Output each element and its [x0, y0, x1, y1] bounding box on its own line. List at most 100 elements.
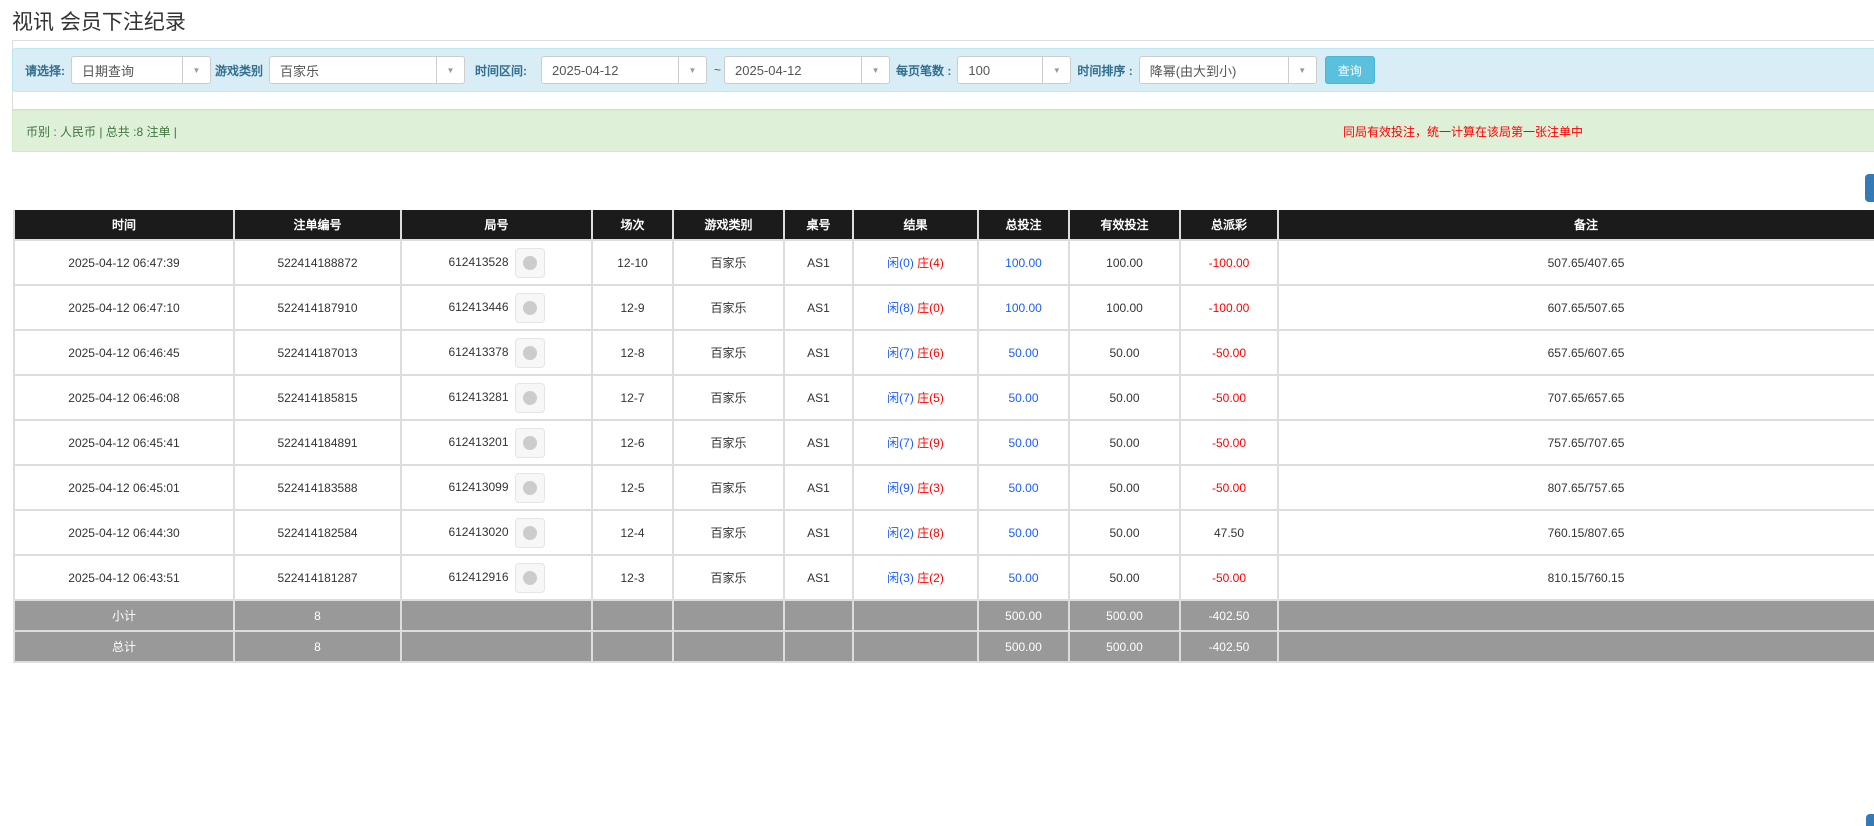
empty-cell [783, 630, 854, 663]
shoe-cell: 12-6 [591, 419, 674, 466]
round-cell: 612412916 [400, 554, 593, 601]
column-header[interactable]: 局号 [400, 210, 593, 241]
date-to-select[interactable]: 2025-04-12 ▼ [724, 56, 891, 84]
per-page-label: 每页笔数 : [896, 63, 952, 78]
pagination-button[interactable] [1866, 814, 1874, 826]
result-cell: 闲(7) 庄(9) [852, 419, 979, 466]
valid-bet-cell: 50.00 [1068, 419, 1181, 466]
empty-cell [1277, 599, 1874, 632]
player-result: 闲(7) [887, 391, 914, 405]
game-cell: 百家乐 [672, 509, 785, 556]
banker-result: 庄(9) [917, 436, 944, 450]
bet-id-cell: 522414183588 [233, 464, 402, 511]
per-page-select[interactable]: 100 ▼ [957, 56, 1072, 84]
valid-bet-cell: 50.00 [1068, 374, 1181, 421]
video-replay-icon[interactable] [514, 337, 545, 368]
table-row: 2025-04-12 06:47:10 522414187910 6124134… [13, 284, 1874, 331]
banker-result: 庄(6) [917, 346, 944, 360]
result-cell: 闲(8) 庄(0) [852, 284, 979, 331]
result-cell: 闲(9) 庄(3) [852, 464, 979, 511]
time-cell: 2025-04-12 06:43:51 [13, 554, 235, 601]
sum-payout: -402.50 [1179, 630, 1279, 663]
empty-cell [400, 630, 593, 663]
sort-select[interactable]: 降幂(由大到小) ▼ [1138, 56, 1317, 84]
table-row: 2025-04-12 06:45:41 522414184891 6124132… [13, 419, 1874, 466]
shoe-cell: 12-9 [591, 284, 674, 331]
total-bet-cell: 50.00 [977, 554, 1070, 601]
bet-records-table: 时间 注单编号 局号 场次 游戏类别 桌号 结果 总投注 有效投注 总派彩 备注 2025-04-1… [13, 210, 1874, 663]
video-replay-icon[interactable] [514, 562, 545, 593]
query-button[interactable]: 查询 [1324, 56, 1375, 84]
column-header[interactable]: 备注 [1277, 210, 1874, 241]
result-cell: 闲(3) 庄(2) [852, 554, 979, 601]
shoe-cell: 12-7 [591, 374, 674, 421]
column-header[interactable]: 注单编号 [233, 210, 402, 241]
round-number: 612412916 [448, 569, 509, 584]
video-replay-icon[interactable] [514, 292, 545, 323]
empty-cell [400, 599, 593, 632]
video-replay-icon[interactable] [514, 382, 545, 413]
player-result: 闲(8) [887, 301, 914, 315]
date-from-select[interactable]: 2025-04-12 ▼ [541, 56, 708, 84]
summary-text: 币别 : 人民币 | 总共 :8 注单 | [26, 124, 177, 139]
chevron-down-icon: ▼ [861, 57, 889, 83]
total-bet-cell: 100.00 [977, 239, 1070, 286]
time-cell: 2025-04-12 06:45:41 [13, 419, 235, 466]
game-cell: 百家乐 [672, 554, 785, 601]
valid-bet-cell: 50.00 [1068, 509, 1181, 556]
round-number: 612413020 [448, 524, 509, 539]
game-cell: 百家乐 [672, 284, 785, 331]
time-cell: 2025-04-12 06:45:01 [13, 464, 235, 511]
game-cell: 百家乐 [672, 239, 785, 286]
result-cell: 闲(7) 庄(6) [852, 329, 979, 376]
column-header[interactable]: 结果 [852, 210, 979, 241]
column-header[interactable]: 游戏类别 [672, 210, 785, 241]
video-replay-icon[interactable] [514, 247, 545, 278]
valid-bet-cell: 100.00 [1068, 284, 1181, 331]
note-cell: 707.65/657.65 [1277, 374, 1874, 421]
per-page-value: 100 [968, 62, 991, 78]
column-header[interactable]: 时间 [13, 210, 235, 241]
sum-count: 8 [233, 599, 402, 632]
table-row: 2025-04-12 06:43:51 522414181287 6124129… [13, 554, 1874, 601]
column-header[interactable]: 场次 [591, 210, 674, 241]
player-result: 闲(3) [887, 571, 914, 585]
valid-bet-cell: 100.00 [1068, 239, 1181, 286]
time-cell: 2025-04-12 06:46:08 [13, 374, 235, 421]
table-cell: AS1 [783, 419, 854, 466]
bet-id-cell: 522414187013 [233, 329, 402, 376]
column-header[interactable]: 有效投注 [1068, 210, 1181, 241]
bet-id-cell: 522414181287 [233, 554, 402, 601]
payout-cell: -100.00 [1179, 239, 1279, 286]
payout-cell: -50.00 [1179, 329, 1279, 376]
round-number: 612413528 [448, 254, 509, 269]
column-header[interactable]: 总派彩 [1179, 210, 1279, 241]
sum-valid: 500.00 [1068, 599, 1181, 632]
valid-bet-cell: 50.00 [1068, 554, 1181, 601]
export-button[interactable] [1865, 174, 1874, 202]
video-replay-icon[interactable] [514, 472, 545, 503]
shoe-cell: 12-5 [591, 464, 674, 511]
range-label: 时间区间: [475, 63, 528, 78]
note-text: 同局有效投注，统一计算在该局第一张注单中 [1343, 124, 1584, 139]
video-replay-icon[interactable] [514, 427, 545, 458]
note-cell: 607.65/507.65 [1277, 284, 1874, 331]
table-cell: AS1 [783, 464, 854, 511]
query-type-select[interactable]: 日期查询 ▼ [71, 56, 211, 84]
column-header[interactable]: 桌号 [783, 210, 854, 241]
round-number: 612413446 [448, 299, 509, 314]
empty-cell [591, 599, 674, 632]
date-from-value: 2025-04-12 [552, 62, 619, 78]
sum-label: 小计 [13, 599, 235, 632]
video-replay-icon[interactable] [514, 517, 545, 548]
filter-bar: 请选择: 日期查询 ▼ 游戏类别 百家乐 ▼ 时间区间: 2025-04-12 ▼ ~… [12, 48, 1874, 92]
result-cell: 闲(2) 庄(8) [852, 509, 979, 556]
total-bet-cell: 50.00 [977, 509, 1070, 556]
table-cell: AS1 [783, 554, 854, 601]
bet-id-cell: 522414188872 [233, 239, 402, 286]
payout-cell: -100.00 [1179, 284, 1279, 331]
payout-cell: -50.00 [1179, 374, 1279, 421]
game-type-select[interactable]: 百家乐 ▼ [269, 56, 466, 84]
column-header[interactable]: 总投注 [977, 210, 1070, 241]
table-row: 2025-04-12 06:44:30 522414182584 6124130… [13, 509, 1874, 556]
